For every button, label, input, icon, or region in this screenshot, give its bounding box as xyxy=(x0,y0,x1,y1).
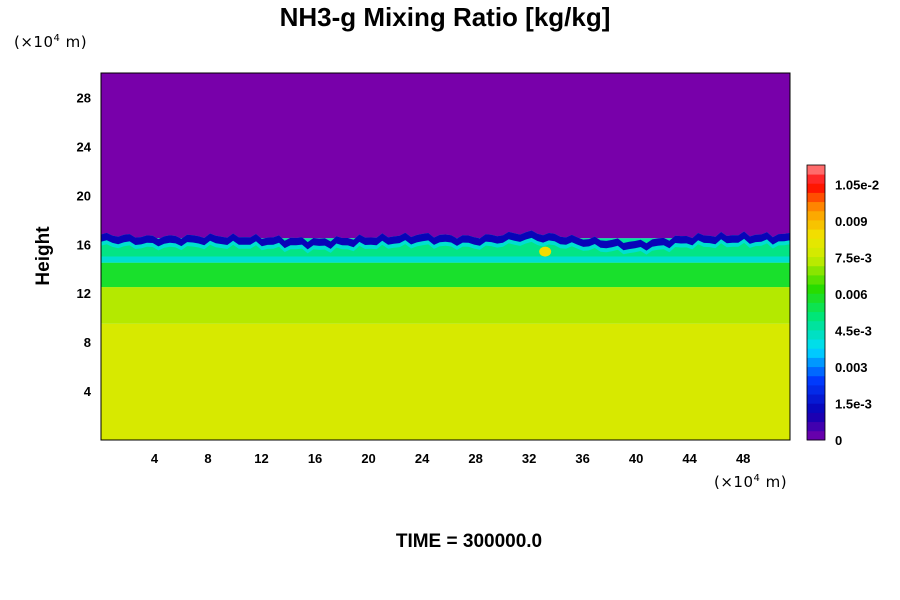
colorbar-swatch xyxy=(807,385,825,395)
heatmap-layer xyxy=(101,262,790,288)
heatmap-layer xyxy=(101,73,790,239)
plot-frame xyxy=(100,72,791,441)
x-tick-label: 44 xyxy=(682,451,697,466)
colorbar-tick-label: 1.5e-3 xyxy=(835,396,872,411)
colorbar-tick-label: 1.05e-2 xyxy=(835,177,879,192)
x-tick-label: 28 xyxy=(468,451,482,466)
colorbar-swatch xyxy=(807,275,825,285)
colorbar-swatch xyxy=(807,302,825,313)
y-axis-unit: (×104 m) xyxy=(14,33,88,51)
colorbar-swatch xyxy=(807,421,825,432)
y-axis-ticks: 4 8 12 16 20 24 28 xyxy=(77,90,92,399)
colorbar-swatch xyxy=(807,412,825,423)
x-tick-label: 32 xyxy=(522,451,536,466)
colorbar-swatch xyxy=(807,293,825,303)
x-tick-label: 24 xyxy=(415,451,430,466)
colorbar-swatch xyxy=(807,174,825,184)
y-tick-label: 12 xyxy=(77,286,91,301)
colorbar-tick-label: 0.003 xyxy=(835,360,868,375)
x-tick-label: 8 xyxy=(204,451,211,466)
mixing-band xyxy=(101,241,790,257)
colorbar-swatch xyxy=(807,210,825,221)
colorbar-tick-label: 0 xyxy=(835,433,842,448)
colorbar-tick-label: 0.009 xyxy=(835,214,868,229)
x-axis-unit: (×104 m) xyxy=(714,473,788,491)
high-concentration-spot xyxy=(539,246,552,257)
colorbar-swatch xyxy=(807,183,825,193)
x-tick-label: 36 xyxy=(575,451,589,466)
colorbar-swatch xyxy=(807,284,825,294)
x-axis-ticks: 4 8 12 16 20 24 28 32 36 40 44 48 xyxy=(151,451,751,466)
y-tick-label: 8 xyxy=(84,335,91,350)
colorbar-swatch xyxy=(807,375,825,386)
y-tick-label: 28 xyxy=(77,90,91,105)
colorbar-swatch xyxy=(807,265,825,276)
y-tick-label: 24 xyxy=(77,139,92,154)
colorbar-swatch xyxy=(807,229,825,239)
colorbar-swatch xyxy=(807,357,825,368)
colorbar-swatch xyxy=(807,348,825,358)
colorbar-swatch xyxy=(807,320,825,331)
time-annotation: TIME = 300000.0 xyxy=(395,531,543,552)
colorbar-tick-label: 7.5e-3 xyxy=(835,250,872,265)
colorbar-swatch xyxy=(807,247,825,258)
colorbar-swatch xyxy=(807,330,825,340)
colorbar-swatch xyxy=(807,339,825,349)
cloud-top-fringe xyxy=(101,230,790,251)
colorbar-frame xyxy=(806,164,826,441)
x-tick-label: 16 xyxy=(308,451,322,466)
colorbar-swatch xyxy=(807,366,825,377)
colorbar: 0 1.5e-3 0.003 4.5e-3 0.006 7.5e-3 0.009 1.05e-… xyxy=(806,164,879,448)
colorbar-swatch xyxy=(807,311,825,322)
y-tick-label: 16 xyxy=(77,237,91,252)
x-tick-label: 12 xyxy=(254,451,268,466)
chart-title: NH3-g Mixing Ratio [kg/kg] xyxy=(279,2,611,32)
x-tick-label: 48 xyxy=(736,451,750,466)
colorbar-tick-label: 0.006 xyxy=(835,287,868,302)
colorbar-swatch xyxy=(807,238,825,248)
colorbar-swatch xyxy=(807,430,825,441)
colorbar-swatch xyxy=(807,192,825,203)
x-tick-label: 40 xyxy=(629,451,643,466)
colorbar-swatch xyxy=(807,256,825,267)
colorbar-swatch xyxy=(807,220,825,230)
y-tick-label: 20 xyxy=(77,188,91,203)
heatmap-layer xyxy=(101,323,790,440)
colorbar-tick-label: 4.5e-3 xyxy=(835,323,872,338)
plot-area xyxy=(100,72,791,441)
colorbar-swatch xyxy=(807,165,825,175)
x-tick-label: 20 xyxy=(361,451,375,466)
colorbar-swatch xyxy=(807,403,825,413)
x-tick-label: 4 xyxy=(151,451,159,466)
colorbar-swatch xyxy=(807,394,825,404)
colorbar-swatch xyxy=(807,201,825,212)
y-tick-label: 4 xyxy=(84,384,92,399)
heatmap-layer xyxy=(101,287,790,324)
